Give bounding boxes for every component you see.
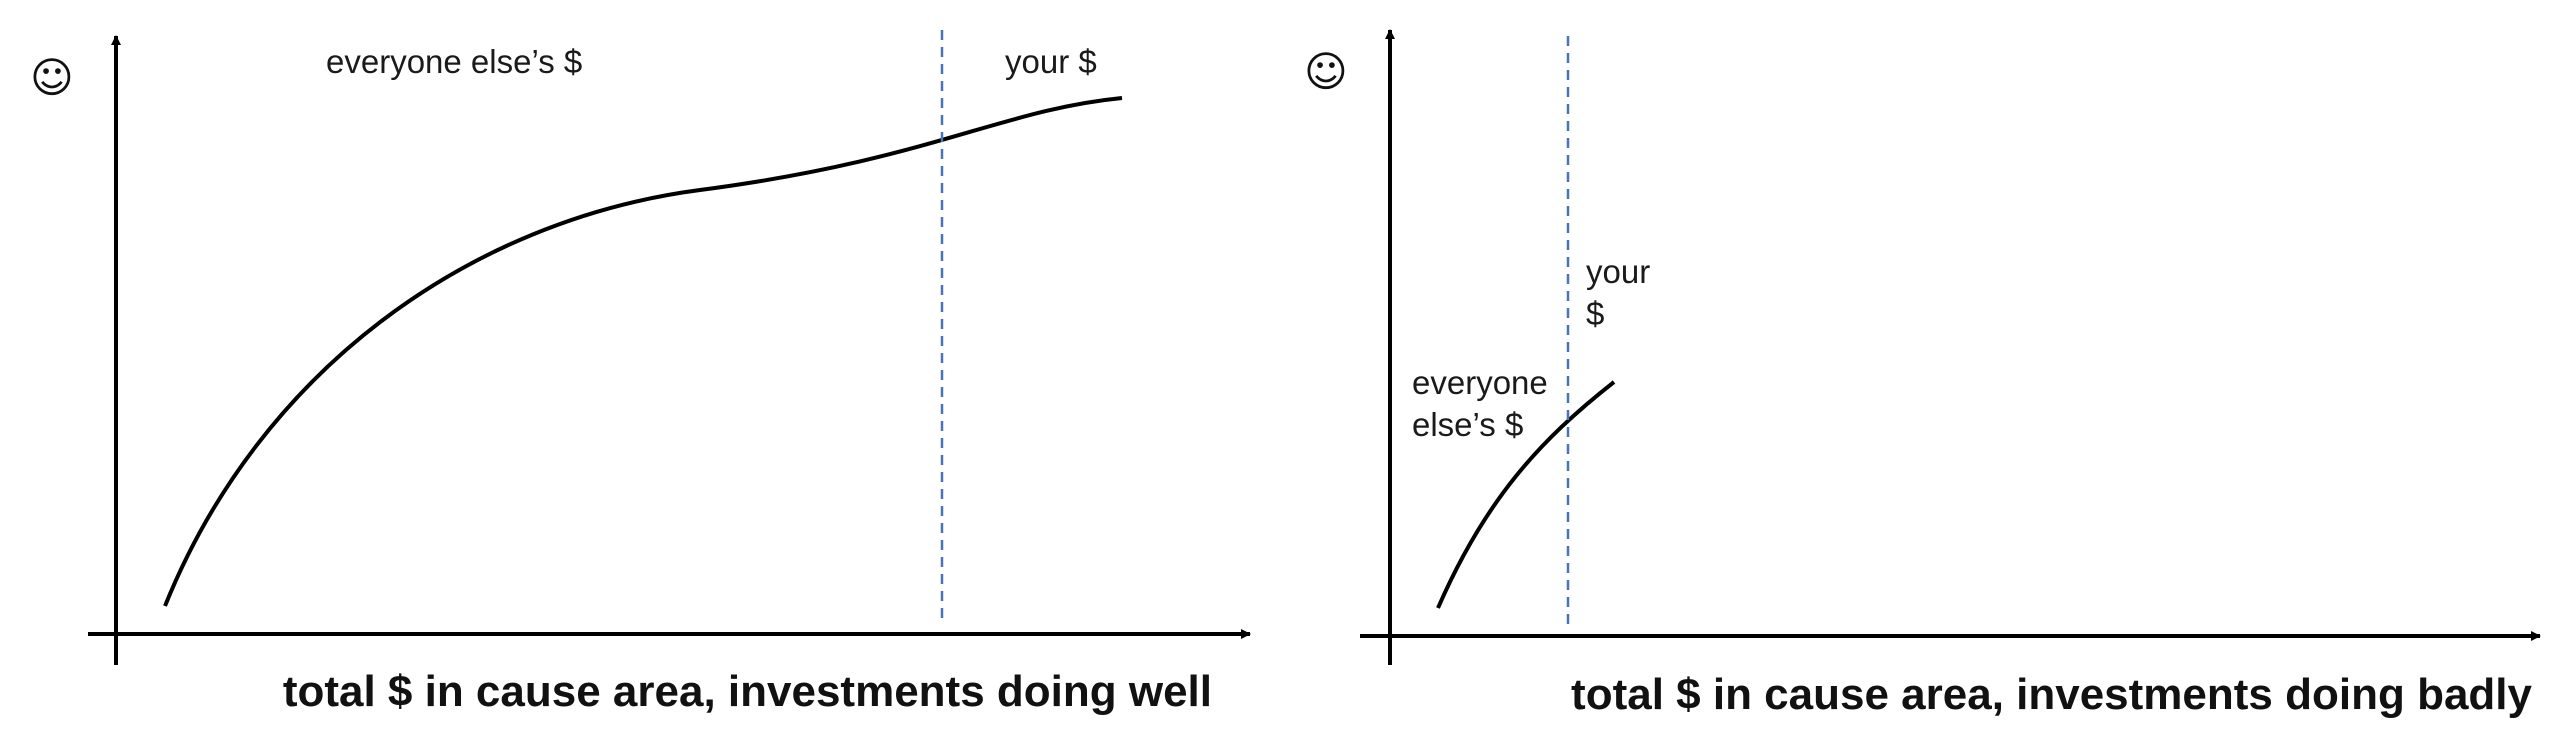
label-line: everyone else’s $ (326, 43, 582, 80)
utility-curve (163, 96, 1123, 607)
smiley-icon: ☺ (30, 53, 74, 102)
panel-left: ☺ everyone else’s $ your $ total $ in ca… (30, 30, 1251, 716)
label-line: your (1586, 253, 1650, 290)
label-line: your $ (1005, 43, 1097, 80)
panel-right: ☺ everyone else’s $ your $ total $ in ca… (1304, 29, 2541, 719)
label-line: everyone (1412, 364, 1548, 401)
your-money-label: your $ (1005, 43, 1097, 80)
everyone-else-label: everyone else’s $ (1412, 364, 1557, 443)
x-axis-label: total $ in cause area, investments doing… (283, 667, 1212, 716)
label-line: $ (1586, 295, 1604, 332)
smiley-icon: ☺ (1304, 47, 1348, 96)
x-axis-label: total $ in cause area, investments doing… (1571, 670, 2532, 719)
label-line: else’s $ (1412, 406, 1523, 443)
utility-curve (1436, 380, 1616, 609)
everyone-else-label: everyone else’s $ (326, 43, 582, 80)
your-money-label: your $ (1586, 253, 1659, 332)
